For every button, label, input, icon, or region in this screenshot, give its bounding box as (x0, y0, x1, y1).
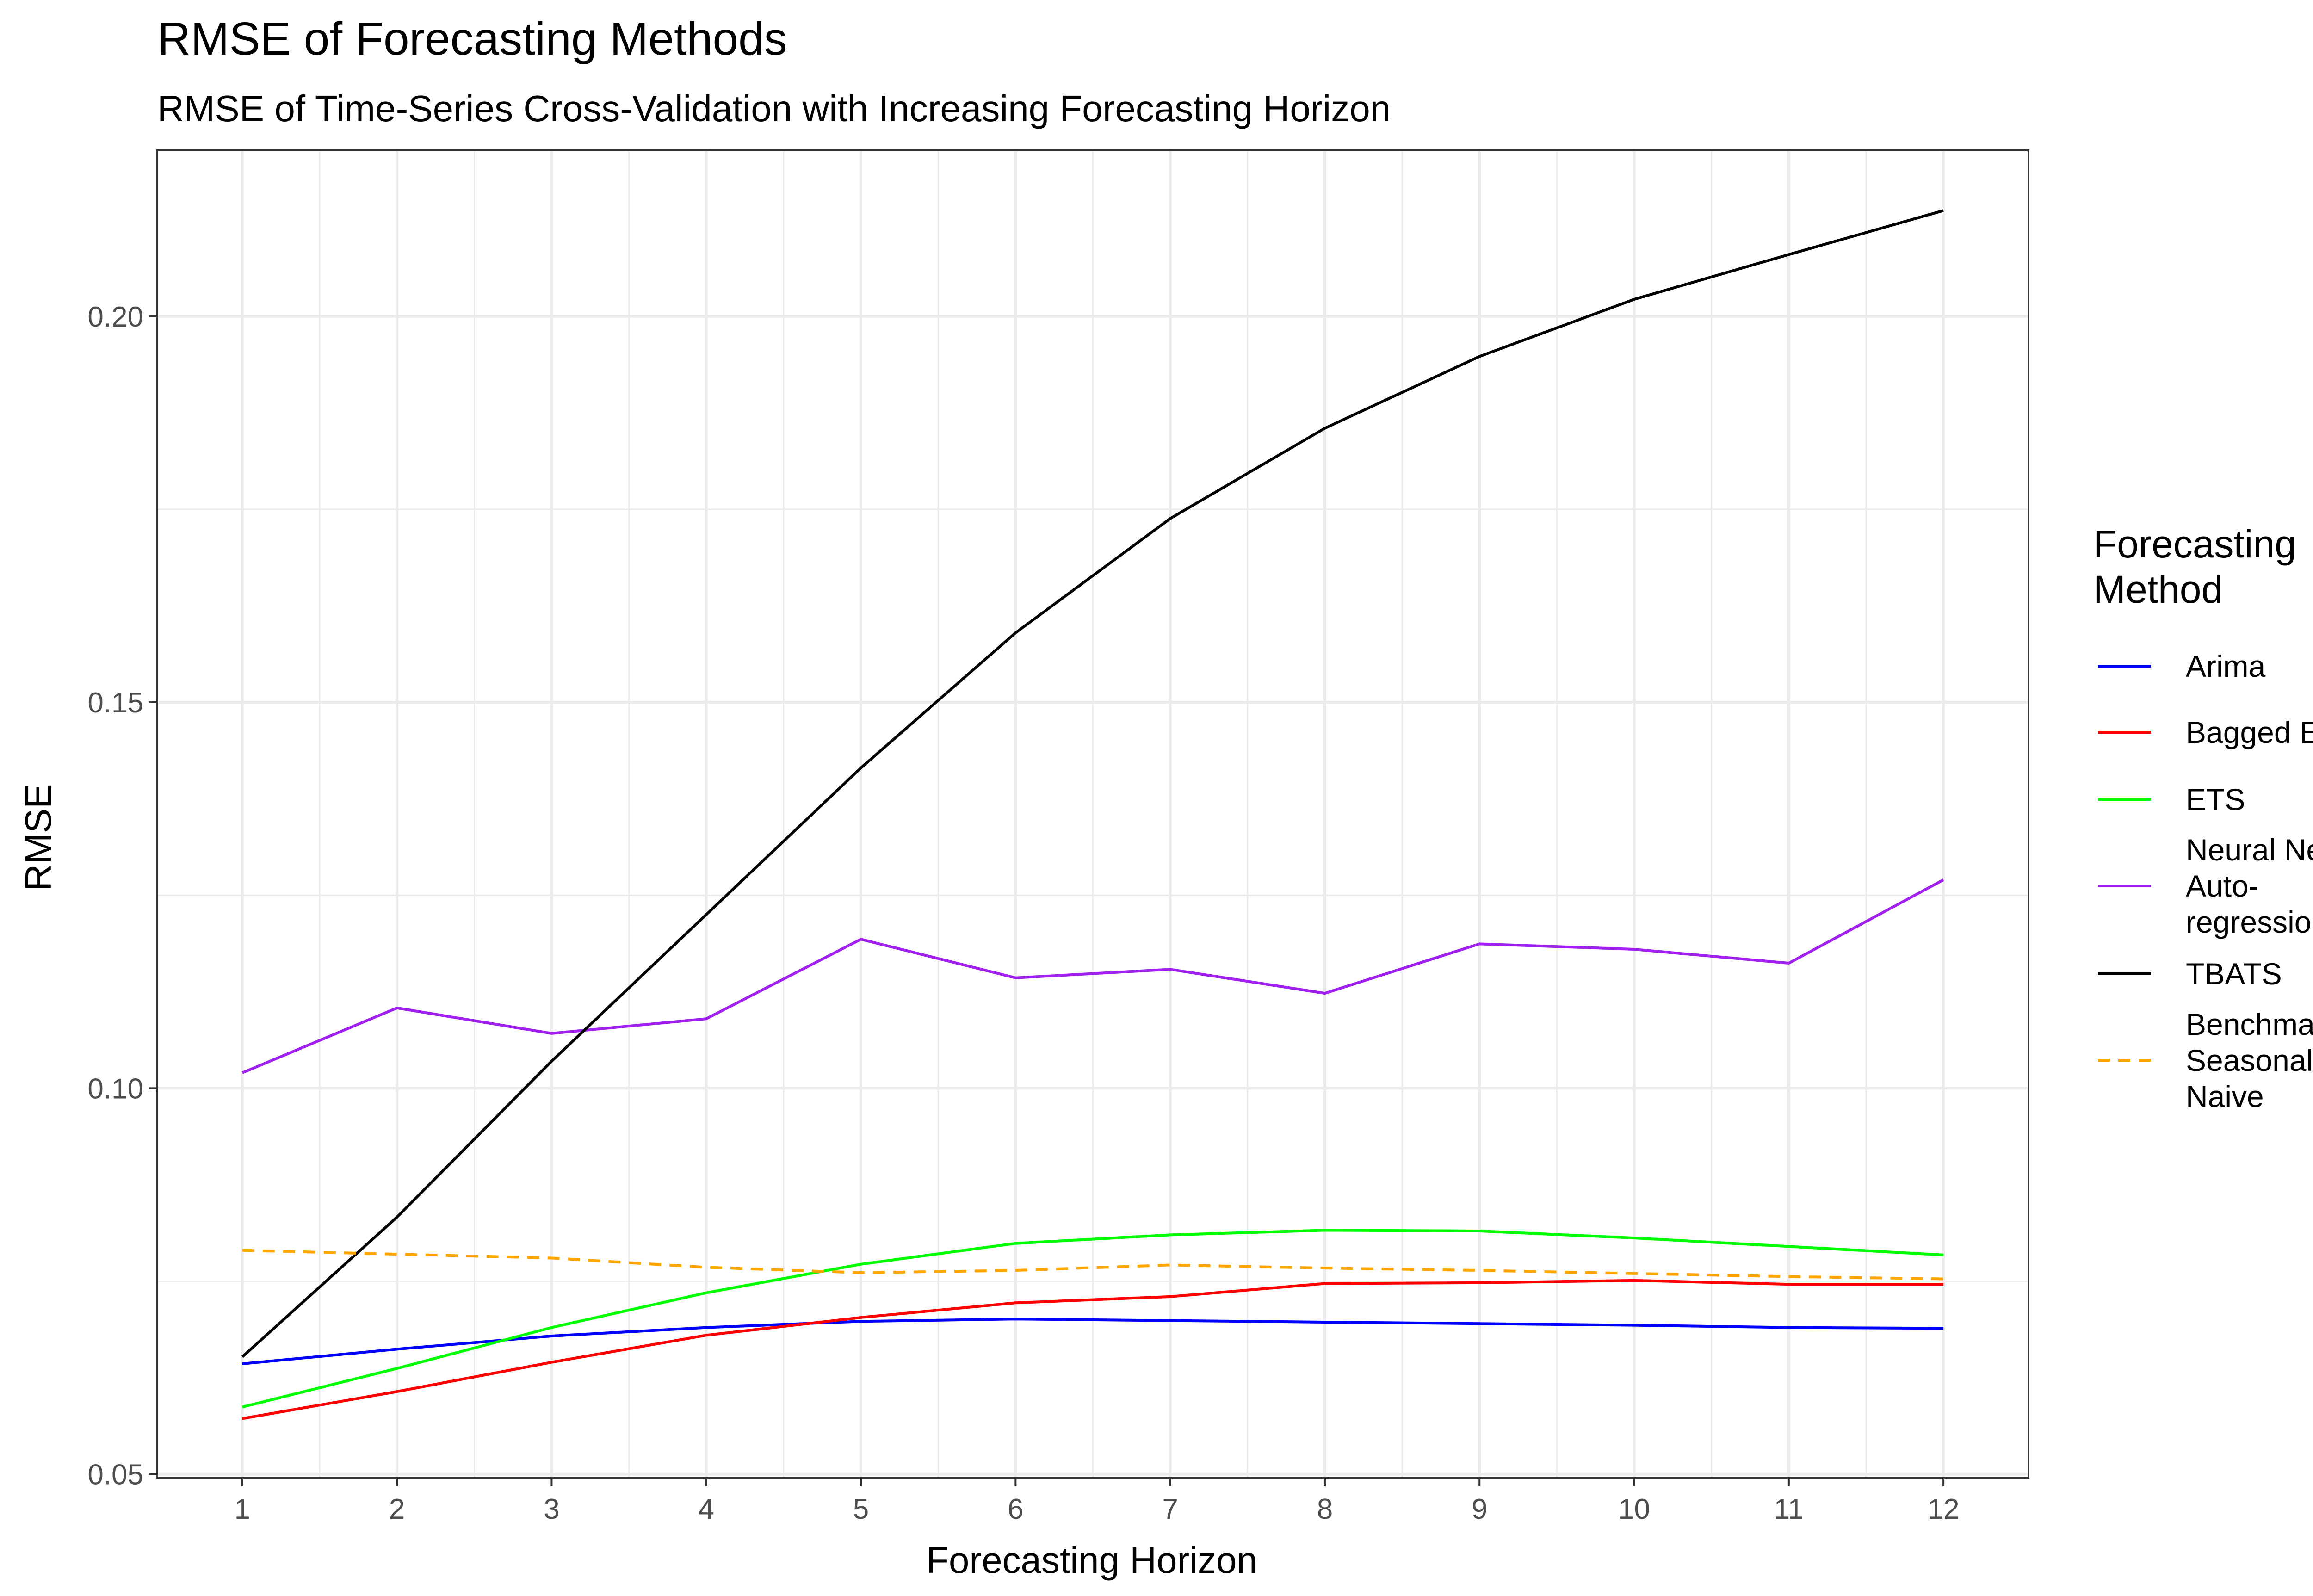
x-tick-label: 4 (699, 1493, 714, 1525)
legend-label: ETS (2186, 782, 2245, 817)
legend-label: Arima (2186, 649, 2266, 683)
grid (157, 150, 2029, 1478)
x-tick-label: 10 (1618, 1493, 1650, 1525)
legend-title: Forecasting Method (2093, 522, 2307, 611)
y-axis-title: RMSE (18, 784, 59, 891)
legend-title-line-2: Method (2093, 568, 2223, 611)
x-tick-label: 12 (1928, 1493, 1960, 1525)
x-tick-label: 6 (1008, 1493, 1023, 1525)
x-tick-label: 1 (235, 1493, 250, 1525)
series-line-bagged-ets (242, 1279, 1944, 1420)
panel-border (156, 149, 2029, 1479)
series-line-neural-net-auto-regression (241, 878, 1944, 1074)
legend-label-line: ETS (2186, 782, 2245, 817)
legend-label: BenchmarkSeasonalNaive (2186, 1007, 2313, 1113)
x-tick-label: 7 (1162, 1493, 1178, 1525)
legend-items: Arima Bagged ETS ETS Neural NetAuto-regress… (2098, 649, 2313, 1113)
legend-label-line: Seasonal (2186, 1043, 2313, 1077)
legend-item-bagged-ets: Bagged ETS (2098, 715, 2313, 749)
legend-item-neural-net-auto-regression: Neural NetAuto-regression (2098, 833, 2313, 939)
x-axis-title: Forecasting Horizon (926, 1540, 1257, 1581)
legend-label-line: Benchmark (2186, 1007, 2313, 1041)
series-line-tbats (241, 209, 1944, 1358)
y-tick-label: 0.15 (87, 687, 143, 719)
axes: 1 2 3 4 5 6 7 8 9 10 11 120.050.100.150.20 (87, 301, 1959, 1525)
legend-title-line-1: Forecasting (2093, 522, 2296, 566)
legend-label-line: TBATS (2186, 957, 2282, 991)
legend-item-tbats: TBATS (2098, 957, 2282, 991)
y-tick-label: 0.20 (87, 301, 143, 333)
y-tick-label: 0.05 (87, 1459, 143, 1491)
legend-label: Bagged ETS (2186, 715, 2313, 749)
legend-item-benchmark-seasonal-naive: BenchmarkSeasonalNaive (2098, 1007, 2313, 1113)
series-lines (241, 209, 1944, 1420)
chart-title: RMSE of Forecasting Methods (157, 13, 787, 65)
chart-subtitle: RMSE of Time-Series Cross-Validation wit… (157, 88, 1391, 129)
legend-item-arima: Arima (2098, 649, 2266, 683)
series-line-ets (242, 1229, 1944, 1409)
y-tick-label: 0.10 (87, 1073, 143, 1105)
legend-label-line: Arima (2186, 649, 2266, 683)
legend-item-ets: ETS (2098, 782, 2245, 817)
x-tick-label: 8 (1317, 1493, 1333, 1525)
x-tick-label: 2 (389, 1493, 405, 1525)
legend-label-line: Naive (2186, 1079, 2264, 1113)
legend-label-line: regression (2186, 905, 2313, 939)
legend-label-line: Neural Net (2186, 833, 2313, 867)
series-line-arima (242, 1318, 1944, 1366)
legend-label: Neural NetAuto-regression (2186, 833, 2313, 939)
x-tick-label: 9 (1472, 1493, 1487, 1525)
x-tick-label: 11 (1774, 1493, 1804, 1525)
x-tick-label: 3 (544, 1493, 559, 1525)
legend-label-line: Auto- (2186, 869, 2259, 903)
legend-label: TBATS (2186, 957, 2282, 991)
legend-label-line: Bagged ETS (2186, 715, 2313, 749)
x-tick-label: 5 (853, 1493, 869, 1525)
legend: Forecasting Method Arima Bagged ETS ETS Neu… (2093, 522, 2313, 1113)
